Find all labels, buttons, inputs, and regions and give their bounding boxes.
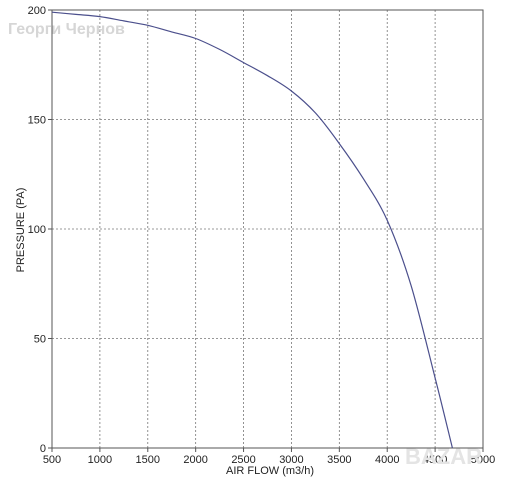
y-tick-label: 50 bbox=[34, 334, 46, 346]
x-tick-label: 500 bbox=[43, 454, 61, 466]
x-tick-label: 2000 bbox=[183, 454, 207, 466]
x-tick-label: 2500 bbox=[231, 454, 255, 466]
y-axis-title: PRESSURE (PA) bbox=[15, 188, 27, 273]
y-tick-label: 100 bbox=[28, 224, 46, 236]
series-line bbox=[51, 11, 453, 449]
x-tick-label: 5000 bbox=[471, 454, 495, 466]
x-tick-label: 3500 bbox=[327, 454, 351, 466]
x-axis: 500 1000 1500 2000 2500 3000 3500 4000 4500 5000 bbox=[43, 448, 495, 466]
y-tick-label: 200 bbox=[28, 5, 46, 17]
watermark: Георги Чернов bbox=[8, 21, 125, 38]
y-tick-label: 0 bbox=[40, 443, 46, 455]
x-axis-title: AIR FLOW (m3/h) bbox=[226, 465, 314, 477]
x-tick-label: 4000 bbox=[375, 454, 399, 466]
y-tick-label: 150 bbox=[28, 115, 46, 127]
x-tick-label: 1500 bbox=[136, 454, 160, 466]
x-tick-label: 3000 bbox=[279, 454, 303, 466]
logo-watermark: BAZAR bbox=[405, 444, 482, 469]
grid bbox=[52, 10, 483, 448]
y-axis: 0 50 100 150 200 bbox=[28, 5, 52, 455]
x-tick-label: 4500 bbox=[423, 454, 447, 466]
x-tick-label: 1000 bbox=[88, 454, 112, 466]
